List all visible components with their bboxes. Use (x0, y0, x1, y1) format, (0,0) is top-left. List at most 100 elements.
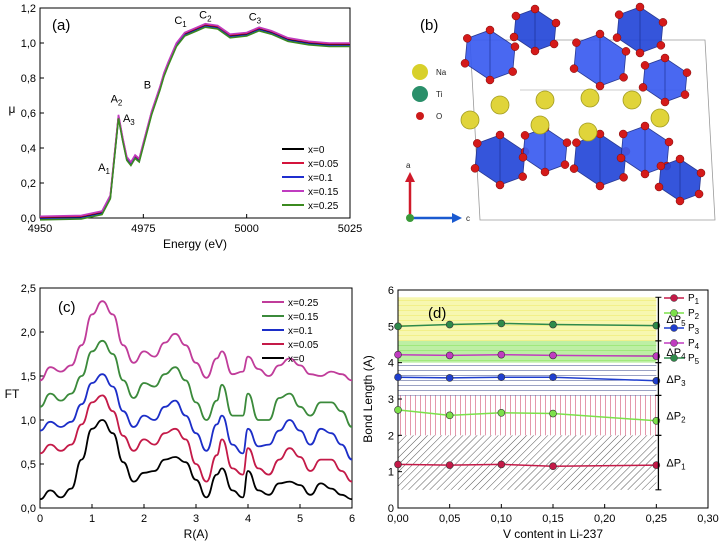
oxygen-atom (518, 172, 527, 181)
x-tick-label: 4950 (28, 223, 52, 235)
series-line-x=0.15 (39, 339, 353, 428)
legend-label-P5: P5 (688, 353, 700, 366)
sodium-atom (622, 90, 642, 110)
data-point-P1 (549, 462, 557, 471)
peak-label-A3: A3 (123, 113, 135, 127)
x-tick-label: 0,30 (697, 513, 718, 525)
oxygen-atom (485, 25, 495, 35)
oxygen-atom (654, 182, 664, 192)
oxygen-atom (540, 167, 550, 177)
legend-element-label: Na (436, 68, 447, 77)
legend-marker (670, 294, 678, 302)
x-tick-label: 0,20 (594, 513, 615, 525)
legend-element-label: O (436, 112, 442, 121)
panel-c-ft-plot: 0 1 2 3 4 5 6 0,0 0,5 1,0 1,5 2,0 2,5 R(A) FT (c) x=0.25… (5, 283, 355, 541)
data-point-P2 (549, 409, 557, 418)
data-point-P3 (497, 373, 506, 382)
oxygen-atom (511, 11, 521, 21)
oxygen-atom (640, 169, 650, 179)
peak-label-C3: C3 (249, 11, 262, 25)
y-axis-title: μ (9, 102, 16, 116)
sodium-atom (650, 108, 670, 128)
oxygen-atom (616, 153, 626, 163)
legend-label-P1: P1 (688, 293, 700, 306)
oxygen-atom (618, 129, 628, 139)
x-tick-label: 5025 (338, 223, 362, 235)
x-axis-title: R(A) (184, 527, 209, 541)
oxygen-atom (614, 10, 624, 19)
peak-label-A1: A1 (98, 162, 110, 176)
series-line-x=0 (39, 419, 353, 501)
oxygen-atom (640, 121, 650, 131)
y-tick-label: 1,0 (21, 415, 36, 427)
oxygen-atom (530, 46, 540, 56)
legend-label: x=0 (288, 354, 305, 365)
oxygen-atom (664, 137, 674, 147)
legend-label: x=0 (308, 145, 325, 156)
x-tick-label: 4975 (131, 223, 155, 235)
data-point-P3 (445, 374, 454, 382)
x-tick-label: 5000 (234, 223, 258, 235)
bracket-label-5: ΔP5 (666, 314, 686, 328)
oxygen-atom (572, 38, 581, 47)
series-line-x=0.25 (39, 300, 353, 382)
legend-atom-Ti (412, 86, 428, 102)
panel-d-bond-length-plot: 0,00 0,05 0,10 0,15 0,20 0,25 0,30 0 1 2 3 4 5 6 V con… (361, 285, 719, 541)
oxygen-atom (619, 73, 628, 82)
legend-label-P2: P2 (688, 308, 700, 321)
legend-label: x=0.15 (308, 187, 339, 198)
sodium-atom (580, 88, 600, 108)
oxygen-atom (595, 181, 605, 191)
sodium-atom (578, 122, 598, 142)
y-tick-label: 2,5 (21, 283, 36, 295)
peak-label-A2: A2 (111, 94, 123, 108)
oxygen-atom (660, 97, 670, 107)
panel-label: (b) (420, 17, 438, 34)
series-line-x=0.1 (39, 373, 353, 461)
data-point-P5 (445, 320, 454, 329)
oxygen-atom (509, 32, 519, 42)
legend-label: x=0.15 (288, 312, 319, 323)
y-tick-label: 1,5 (21, 371, 36, 383)
x-tick-label: 0,00 (387, 513, 408, 525)
x-axis-title: V content in Li-237 (503, 527, 603, 541)
oxygen-atom (569, 64, 579, 73)
data-point-P2 (497, 409, 506, 417)
band-fill-top (398, 297, 657, 341)
oxygen-atom (520, 131, 530, 140)
oxygen-atom (562, 138, 572, 147)
y-tick-label: 0,4 (21, 143, 36, 155)
data-point-P4 (445, 351, 454, 360)
axis-label-c: c (466, 214, 470, 223)
data-point-P5 (497, 319, 506, 328)
oxygen-atom (510, 42, 520, 51)
band-fill-green (398, 340, 657, 363)
x-tick-label: 0,05 (439, 513, 460, 525)
legend-label-P4: P4 (688, 338, 700, 351)
y-tick-label: 2,0 (21, 327, 36, 339)
legend-element-label: Ti (436, 90, 443, 99)
series-line-x=0 (39, 24, 350, 219)
legend-atom-Na (412, 64, 428, 80)
legend-label: x=0.1 (288, 326, 313, 337)
plot-frame (39, 7, 351, 219)
series-line-x=0.05 (39, 23, 350, 218)
x-tick-label: 0,25 (646, 513, 667, 525)
bracket-label-3: ΔP3 (666, 374, 686, 388)
data-point-P1 (497, 460, 506, 469)
panel-label: (c) (58, 299, 76, 316)
oxygen-atom (680, 90, 690, 99)
axis-arrowhead-c (452, 213, 462, 223)
legend-label: x=0.1 (308, 173, 333, 184)
peak-label-C1: C1 (174, 15, 187, 29)
oxygen-atom (635, 48, 645, 58)
oxygen-atom (656, 161, 666, 171)
y-tick-label: 6 (388, 285, 394, 297)
y-tick-label: 0,0 (21, 503, 36, 515)
data-point-P1 (394, 460, 402, 469)
oxygen-atom (463, 34, 472, 43)
panel-label: (a) (52, 17, 70, 34)
oxygen-atom (549, 39, 559, 49)
oxygen-atom (619, 173, 628, 182)
